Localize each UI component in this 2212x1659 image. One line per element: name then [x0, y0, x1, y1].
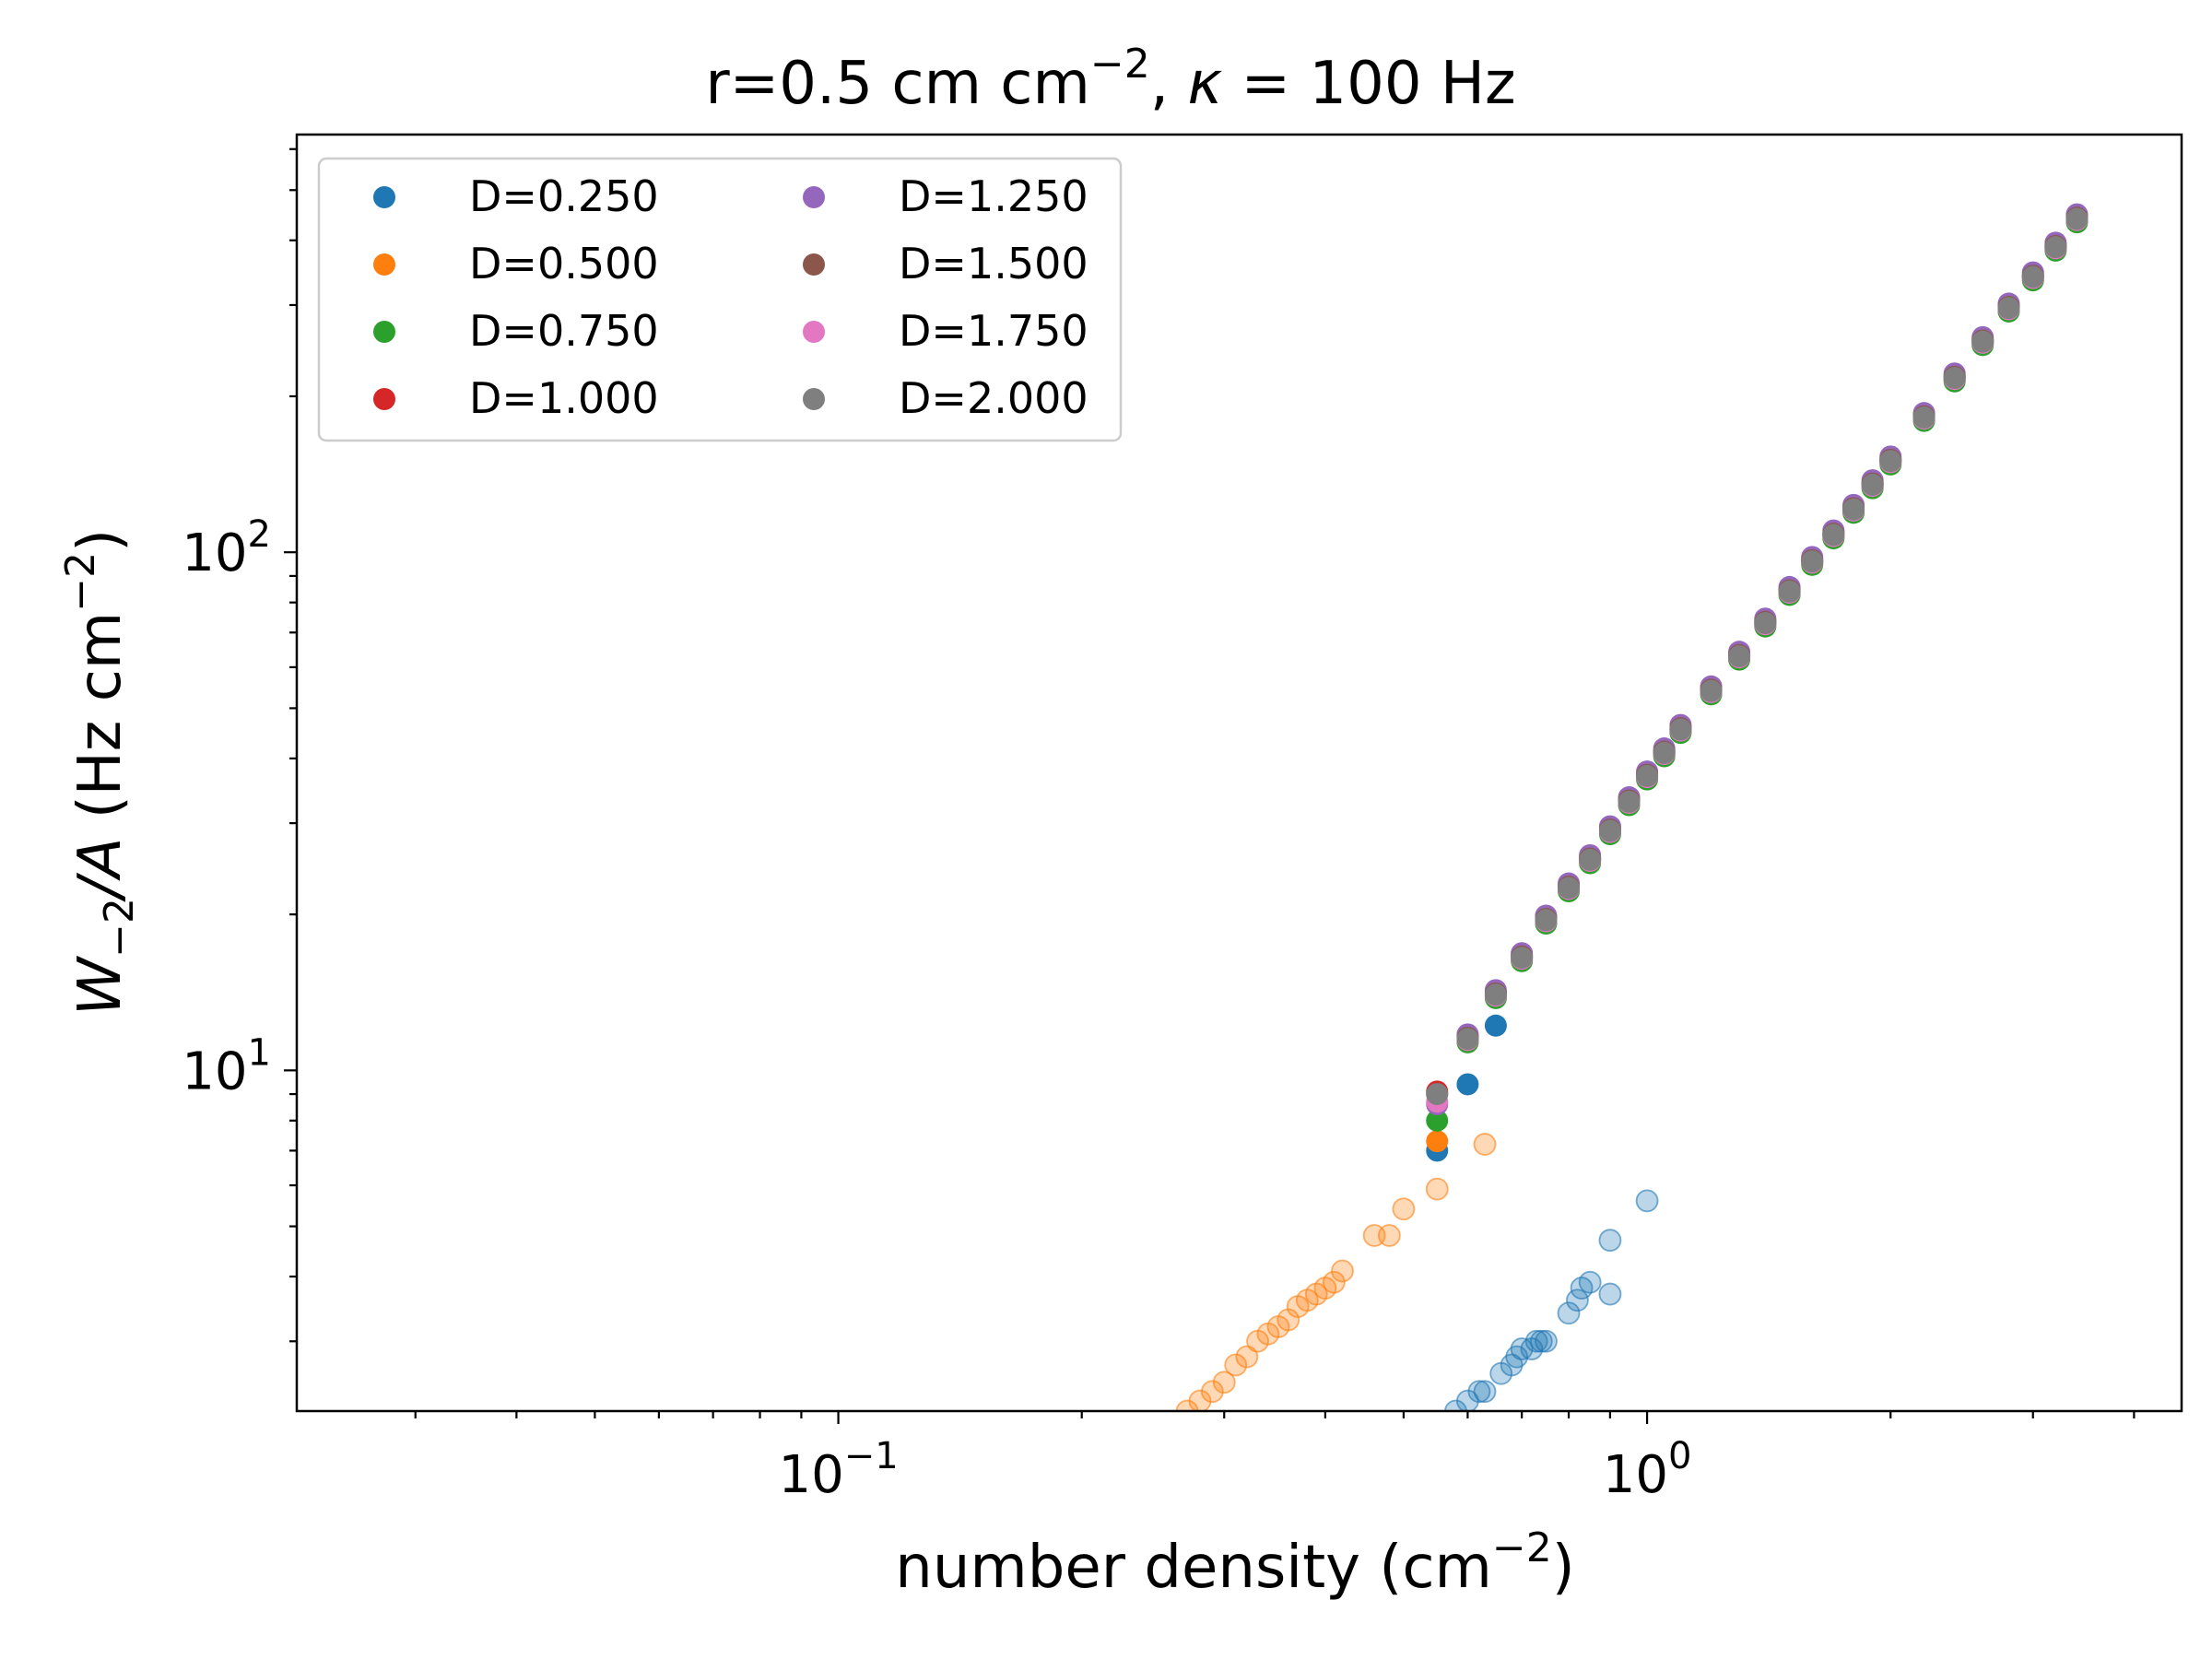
data-point [1426, 1109, 1449, 1132]
legend-label: D=1.250 [899, 171, 1088, 221]
data-point [1484, 983, 1507, 1006]
data-point [1754, 612, 1777, 635]
data-point [1579, 848, 1602, 871]
data-point [1912, 406, 1936, 429]
data-point [1618, 790, 1641, 813]
data-point [1822, 524, 1845, 547]
data-point [2021, 265, 2044, 288]
low-density-point [1473, 1133, 1497, 1156]
low-density-point [1535, 1329, 1558, 1353]
plot-area: 10−1 100 101 102 [182, 133, 2183, 1505]
low-density-point [1578, 1270, 1602, 1294]
low-density-point [1322, 1270, 1346, 1294]
low-density-point [1235, 1345, 1259, 1369]
data-point [1971, 330, 1994, 353]
data-point [1801, 550, 1824, 573]
y-axis-label: W−2/A (Hz cm−2) [57, 529, 143, 1016]
low-density-point [1377, 1224, 1401, 1247]
low-density-point [1473, 1380, 1497, 1404]
data-point [1456, 1028, 1479, 1051]
data-point [2044, 236, 2067, 259]
legend-label: D=1.500 [899, 239, 1088, 288]
y-tick-label: 102 [182, 513, 271, 583]
data-point [1728, 644, 1751, 667]
legend-marker [803, 388, 825, 410]
plot-frame [295, 133, 2183, 1413]
x-axis-ticks: 10−1 100 [414, 1411, 2136, 1505]
x-axis-label: number density (cm−2) [895, 1524, 1574, 1602]
data-point [1943, 367, 1966, 390]
legend-frame [317, 157, 1123, 442]
low-density-point [1557, 1301, 1581, 1325]
low-density-point [1212, 1371, 1236, 1394]
low-density-point [1467, 1380, 1491, 1404]
chart-title: r=0.5 cm cm−2, κ = 100 Hz [705, 41, 1515, 118]
y-tick-label: 101 [182, 1031, 271, 1101]
low-density-point [1566, 1288, 1589, 1312]
main-points [1426, 203, 2088, 1162]
legend-items: D=0.250 D=0.500 D=0.750 D=1.000 D=1.250 D=1.5… [373, 171, 1088, 423]
data-point [1636, 764, 1659, 787]
low-density-point [1331, 1259, 1354, 1283]
legend-label: D=0.500 [469, 239, 659, 288]
legend-label: D=0.750 [469, 306, 659, 356]
data-point [1669, 718, 1692, 741]
x-tick-label: 10−1 [778, 1435, 898, 1505]
legend-marker [803, 186, 825, 208]
y-axis-ticks: 101 102 [182, 147, 297, 1343]
legend-label: D=2.000 [899, 373, 1088, 423]
data-point [1700, 679, 1723, 702]
legend-marker [373, 321, 395, 343]
data-point [1842, 498, 1865, 521]
low-density-point [1392, 1197, 1416, 1221]
data-point [1456, 1073, 1479, 1096]
legend-label: D=1.000 [469, 373, 659, 423]
legend-marker [373, 186, 395, 208]
data-point [1558, 877, 1581, 900]
legend-marker [803, 321, 825, 343]
legend-label: D=1.750 [899, 306, 1088, 356]
low-density-point [1188, 1389, 1212, 1411]
low-density-point [1598, 1229, 1622, 1253]
low-density-point [1635, 1189, 1659, 1213]
x-tick-label: 100 [1603, 1435, 1692, 1505]
data-point [1653, 741, 1676, 764]
data-point [1511, 947, 1534, 970]
low-density-point [1425, 1177, 1449, 1201]
legend: D=0.250 D=0.500 D=0.750 D=1.000 D=1.250 D=1.5… [317, 157, 1123, 442]
data-point [1997, 297, 2020, 320]
low-density-point [1200, 1380, 1224, 1404]
data-point [2065, 207, 2088, 230]
legend-marker [373, 253, 395, 276]
data-point [1598, 819, 1621, 842]
data-point [1535, 909, 1558, 932]
legend-marker [373, 388, 395, 410]
legend-marker [803, 253, 825, 276]
data-point [1426, 1130, 1449, 1153]
low-density-point [1598, 1282, 1622, 1306]
data-point [1484, 1014, 1507, 1037]
legend-label: D=0.250 [469, 171, 659, 221]
data-point [1778, 580, 1801, 603]
data-point [1879, 450, 1902, 473]
low-density-points [1175, 1133, 1659, 1411]
data-point [1861, 473, 1884, 496]
data-point [1426, 1083, 1449, 1106]
low-density-point [1456, 1389, 1479, 1411]
